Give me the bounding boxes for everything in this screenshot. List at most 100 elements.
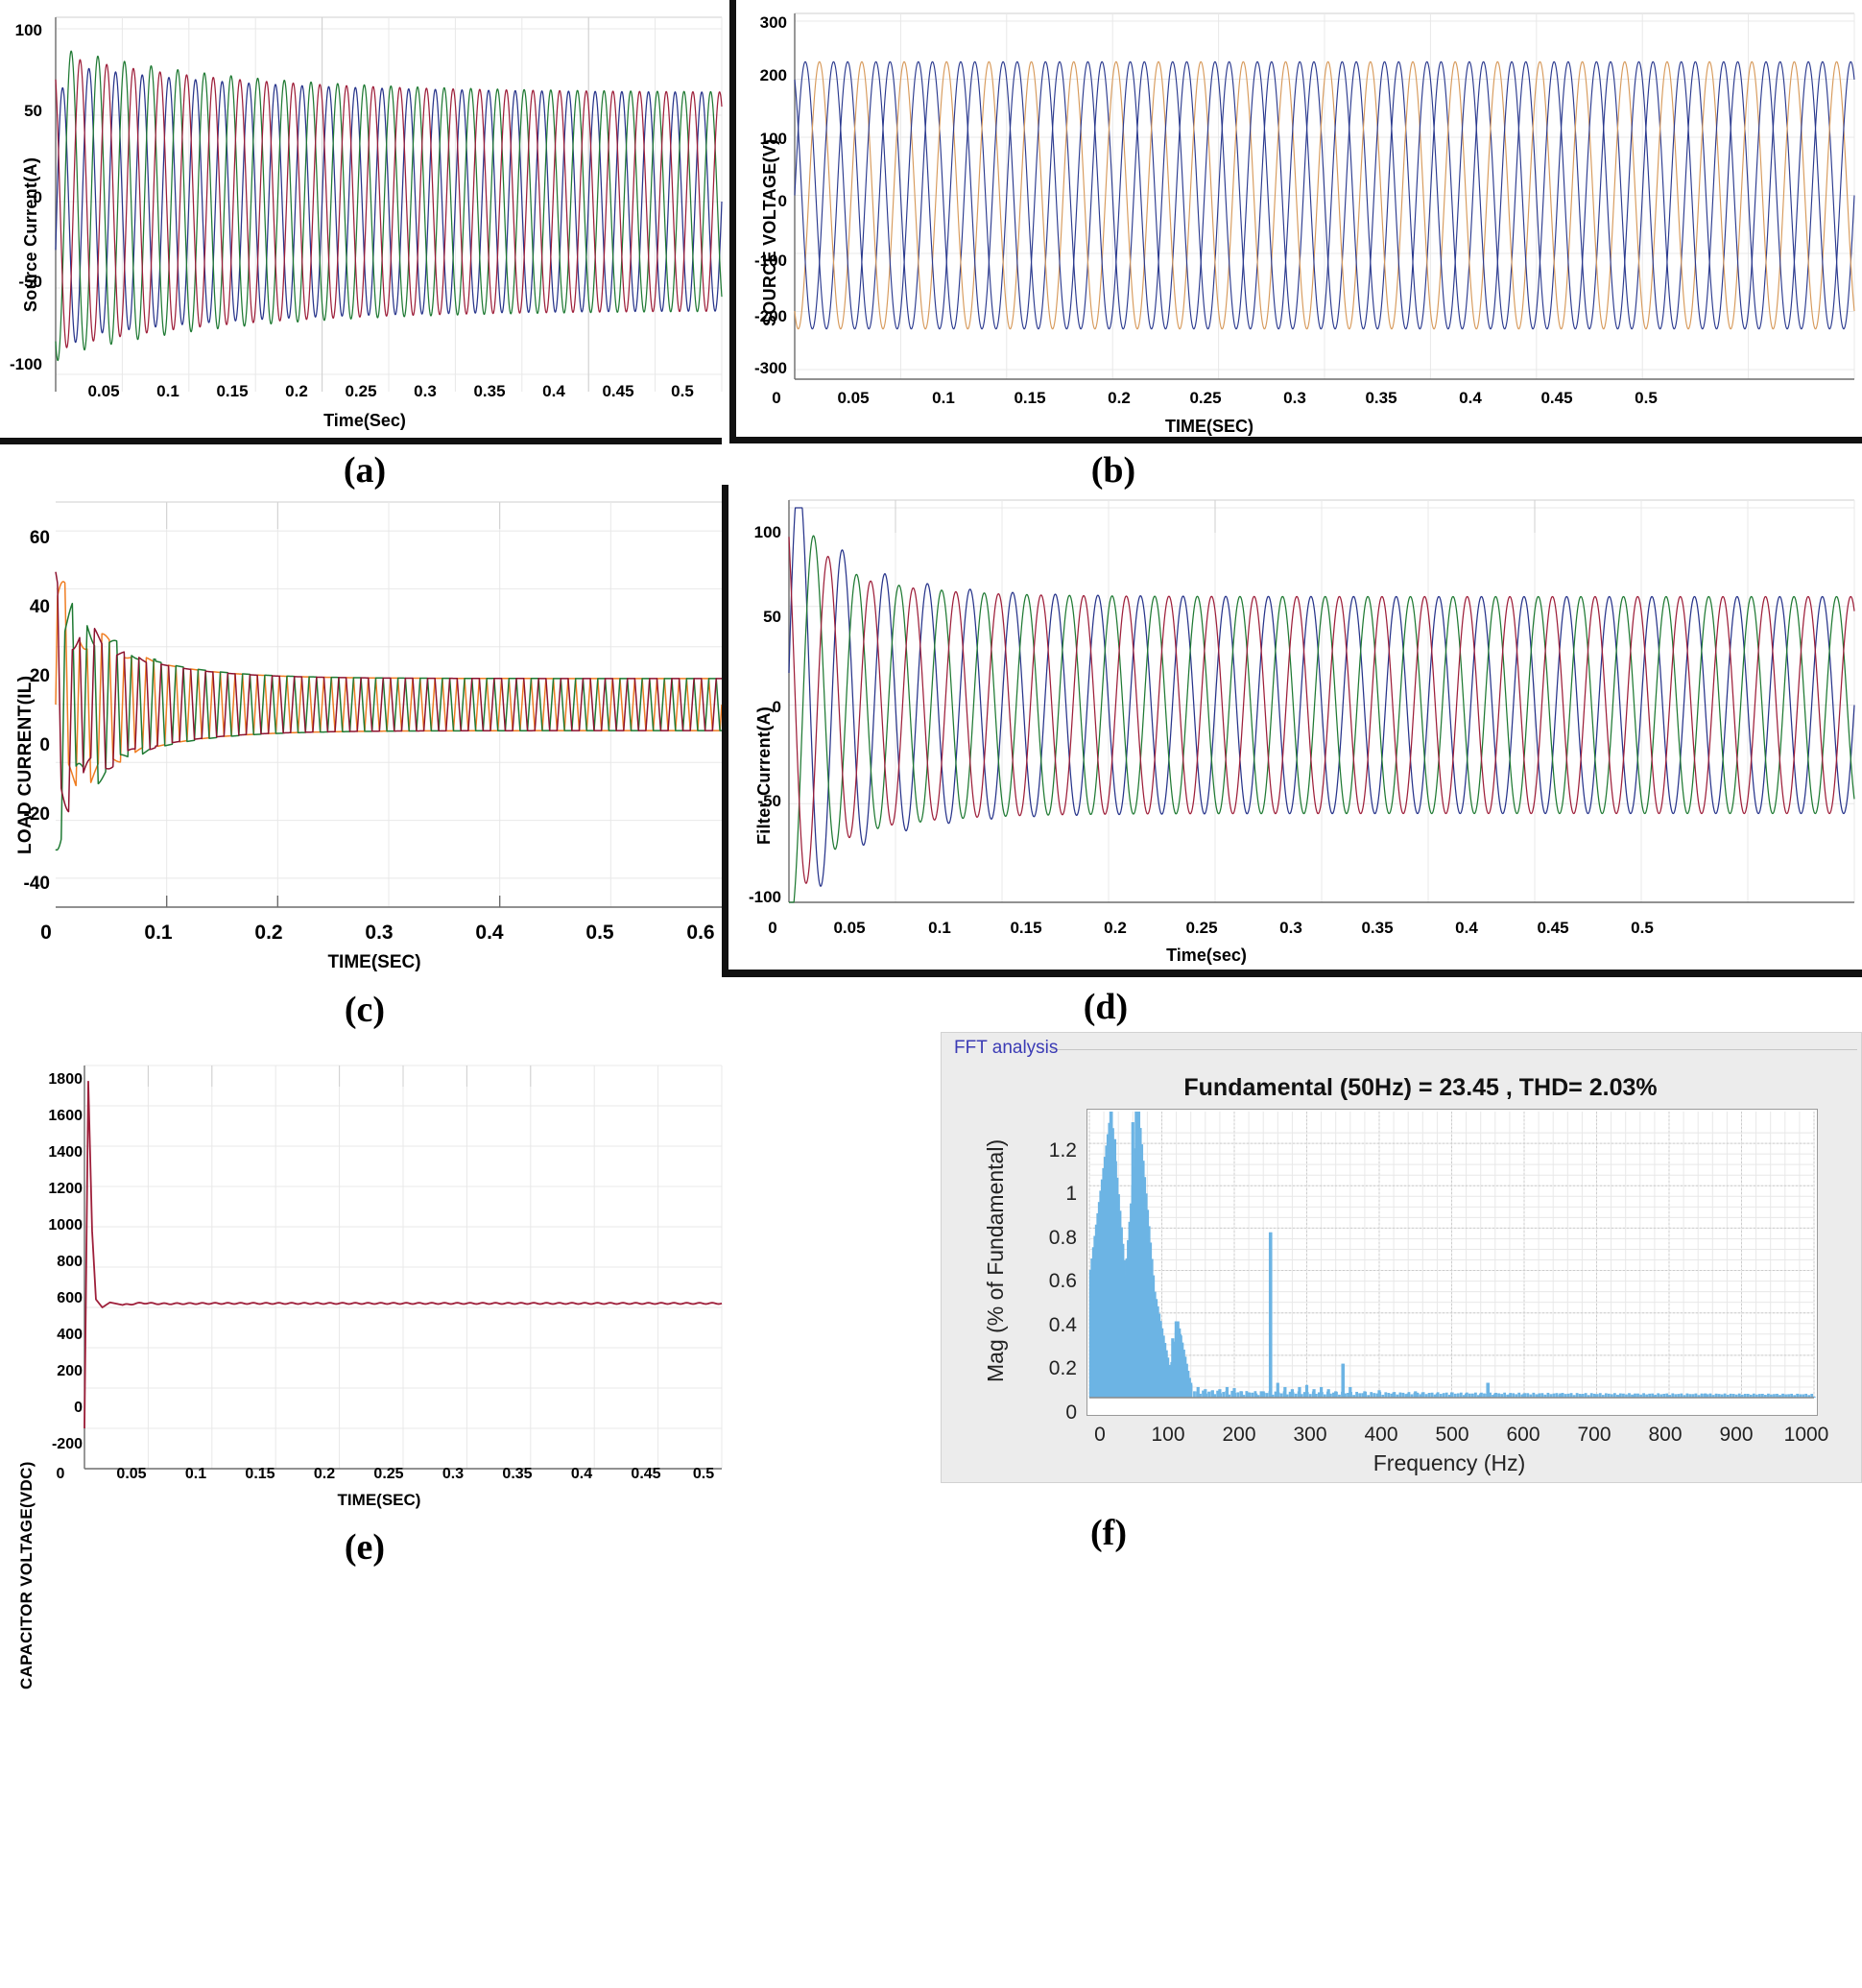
panel-a-ytick-2: 0 — [33, 188, 42, 206]
panel-c-xtick-4: 0.4 — [475, 922, 504, 944]
panel-a-xlabel: Time(Sec) — [323, 411, 406, 430]
panel-b-xtick-10: 0.5 — [1635, 389, 1658, 407]
panel-b-bottom-rule — [729, 437, 1862, 443]
panel-e-ytick-0: 1800 — [48, 1071, 83, 1088]
fft-xtick-9: 900 — [1719, 1424, 1754, 1446]
panel-a-ytick-4: -100 — [9, 355, 42, 373]
fft-spectrum-plot — [1088, 1112, 1816, 1399]
panel-b: SOURCE VOLTAGE(V) 300 200 100 0 -100 -20… — [729, 0, 1862, 491]
panel-d-ytick-1: 50 — [763, 608, 781, 626]
fft-ylabel: Mag (% of Fundamental) — [983, 1138, 1008, 1382]
panel-c-caption: (c) — [344, 990, 386, 1030]
panel-c-xtick-5: 0.5 — [585, 922, 614, 944]
panel-e: CAPACITOR VOLTAGE(VDC) 1800 1600 1400 12… — [0, 1032, 729, 1988]
fft-xtick-5: 500 — [1435, 1424, 1469, 1446]
panel-e-xtick-7: 0.35 — [502, 1466, 533, 1482]
panel-b-ytick-4: -100 — [753, 251, 787, 270]
panel-d-xtick-7: 0.35 — [1361, 919, 1394, 937]
panel-a-xtick-1: 0.1 — [156, 382, 179, 400]
fft-xtick-7: 700 — [1577, 1424, 1611, 1446]
panel-c-ytick-0: 60 — [29, 528, 50, 548]
panel-e-xtick-5: 0.25 — [373, 1466, 404, 1482]
panel-c-xtick-6: 0.6 — [686, 922, 715, 944]
fft-ytick-5: 0.2 — [1048, 1357, 1077, 1379]
panel-a-xtick-7: 0.4 — [542, 382, 565, 400]
panel-b-ytick-2: 100 — [759, 130, 787, 148]
panel-e-xtick-9: 0.45 — [631, 1466, 661, 1482]
panel-d-ytick-0: 100 — [753, 523, 781, 541]
panel-e-ytick-4: 1000 — [48, 1217, 83, 1234]
panel-c: LOAD CURRENT(IL) 60 40 20 0 -20 -40 -60 … — [0, 485, 729, 1030]
panel-a-caption: (a) — [343, 450, 387, 491]
panel-b-xlabel: TIME(SEC) — [1165, 417, 1253, 436]
fft-ytick-3: 0.6 — [1048, 1270, 1077, 1292]
panel-e-ytick-1: 1600 — [48, 1108, 83, 1124]
fft-tab-rule — [1051, 1049, 1857, 1050]
fft-xtick-3: 300 — [1293, 1424, 1327, 1446]
panel-c-ytick-4: -20 — [23, 804, 50, 825]
panel-d-xtick-3: 0.15 — [1010, 919, 1042, 937]
fft-xtick-1: 100 — [1151, 1424, 1185, 1446]
panel-e-xtick-0: 0 — [56, 1466, 65, 1482]
panel-b-xtick-9: 0.45 — [1540, 389, 1573, 407]
fft-xtick-6: 600 — [1506, 1424, 1540, 1446]
panel-b-xtick-6: 0.3 — [1283, 389, 1306, 407]
panel-e-ylabel: CAPACITOR VOLTAGE(VDC) — [17, 1461, 36, 1689]
panel-b-ytick-5: -200 — [753, 307, 787, 325]
panel-d-xlabel: Time(sec) — [1166, 946, 1247, 965]
panel-a-xtick-8: 0.45 — [602, 382, 634, 400]
fft-ytick-1: 1 — [1065, 1183, 1077, 1205]
panel-f: FFT analysis Fundamental (50Hz) = 23.45 … — [941, 1032, 1862, 1988]
panel-c-ytick-2: 20 — [29, 666, 50, 686]
panel-c-ytick-3: 0 — [39, 735, 50, 755]
fft-ytick-6: 0 — [1065, 1401, 1077, 1424]
panel-a-xtick-3: 0.2 — [285, 382, 308, 400]
panel-d-plot — [788, 499, 1855, 903]
panel-b-xtick-1: 0.05 — [837, 389, 870, 407]
panel-a-xtick-2: 0.15 — [216, 382, 249, 400]
panel-c-plot — [55, 501, 723, 908]
panel-b-ytick-6: -300 — [753, 359, 787, 377]
fft-xlabel: Frequency (Hz) — [1373, 1450, 1526, 1475]
panel-e-ytick-7: 400 — [57, 1327, 83, 1343]
panel-e-ytick-8: 200 — [57, 1363, 83, 1379]
panel-e-xtick-2: 0.1 — [184, 1466, 207, 1482]
panel-e-xtick-4: 0.2 — [313, 1466, 336, 1482]
panel-e-plot — [84, 1065, 723, 1470]
panel-a-ytick-0: 100 — [14, 21, 42, 39]
fft-analysis-tab-label[interactable]: FFT analysis — [954, 1038, 1059, 1058]
panel-a-bottom-rule — [0, 438, 722, 444]
panel-b-left-rule — [729, 0, 736, 442]
panel-e-xtick-3: 0.15 — [245, 1466, 275, 1482]
panel-a-xtick-0: 0.05 — [87, 382, 120, 400]
panel-d-xtick-8: 0.4 — [1455, 919, 1478, 937]
panel-e-ytick-5: 800 — [57, 1254, 83, 1270]
panel-b-xtick-7: 0.35 — [1365, 389, 1397, 407]
panel-d-xtick-1: 0.05 — [833, 919, 866, 937]
panel-d-bottom-rule — [722, 970, 1862, 977]
panel-e-xtick-1: 0.05 — [116, 1466, 147, 1482]
panel-b-xtick-5: 0.25 — [1189, 389, 1222, 407]
panel-e-xlabel: TIME(SEC) — [337, 1491, 421, 1509]
panel-d-ytick-2: 0 — [772, 698, 781, 716]
fft-xtick-8: 800 — [1648, 1424, 1683, 1446]
fft-xtick-2: 200 — [1222, 1424, 1256, 1446]
panel-e-ytick-6: 600 — [57, 1290, 83, 1306]
panel-a-ytick-1: 50 — [24, 102, 42, 120]
fft-xtick-10: 1000 — [1783, 1424, 1829, 1446]
panel-d-xtick-4: 0.2 — [1104, 919, 1127, 937]
panel-d: Filter Current(A) 100 50 0 -50 -100 0 0.… — [722, 485, 1862, 1027]
panel-b-xtick-4: 0.2 — [1108, 389, 1131, 407]
panel-e-xtick-6: 0.3 — [442, 1466, 465, 1482]
fft-ytick-2: 0.8 — [1048, 1227, 1077, 1249]
panel-b-xtick-3: 0.15 — [1014, 389, 1046, 407]
panel-e-ytick-10: -200 — [51, 1436, 83, 1452]
panel-c-ytick-5: -40 — [23, 874, 50, 894]
panel-d-xtick-10: 0.5 — [1631, 919, 1654, 937]
panel-f-caption: (f) — [1090, 1513, 1127, 1553]
panel-d-xtick-2: 0.1 — [928, 919, 951, 937]
panel-c-xtick-3: 0.3 — [365, 922, 394, 944]
panel-b-xtick-8: 0.4 — [1459, 389, 1482, 407]
panel-d-xtick-6: 0.3 — [1279, 919, 1302, 937]
